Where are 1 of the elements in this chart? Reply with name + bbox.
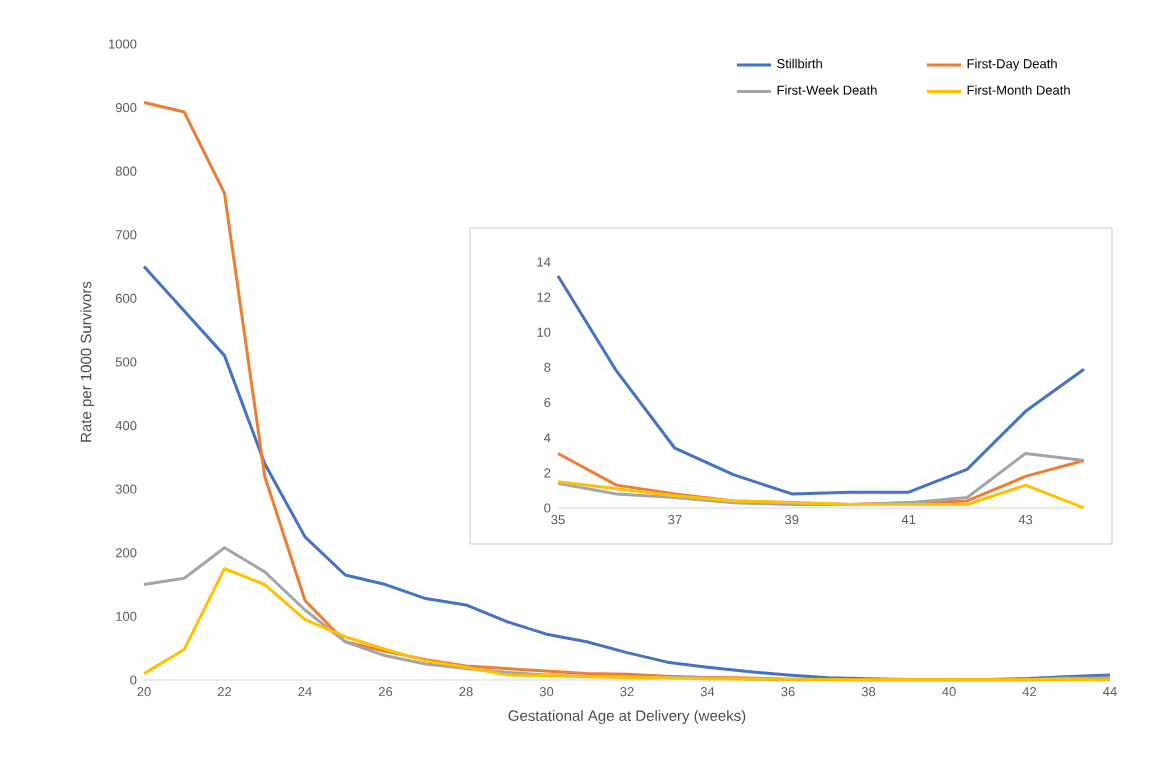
line-series [556,274,1086,496]
